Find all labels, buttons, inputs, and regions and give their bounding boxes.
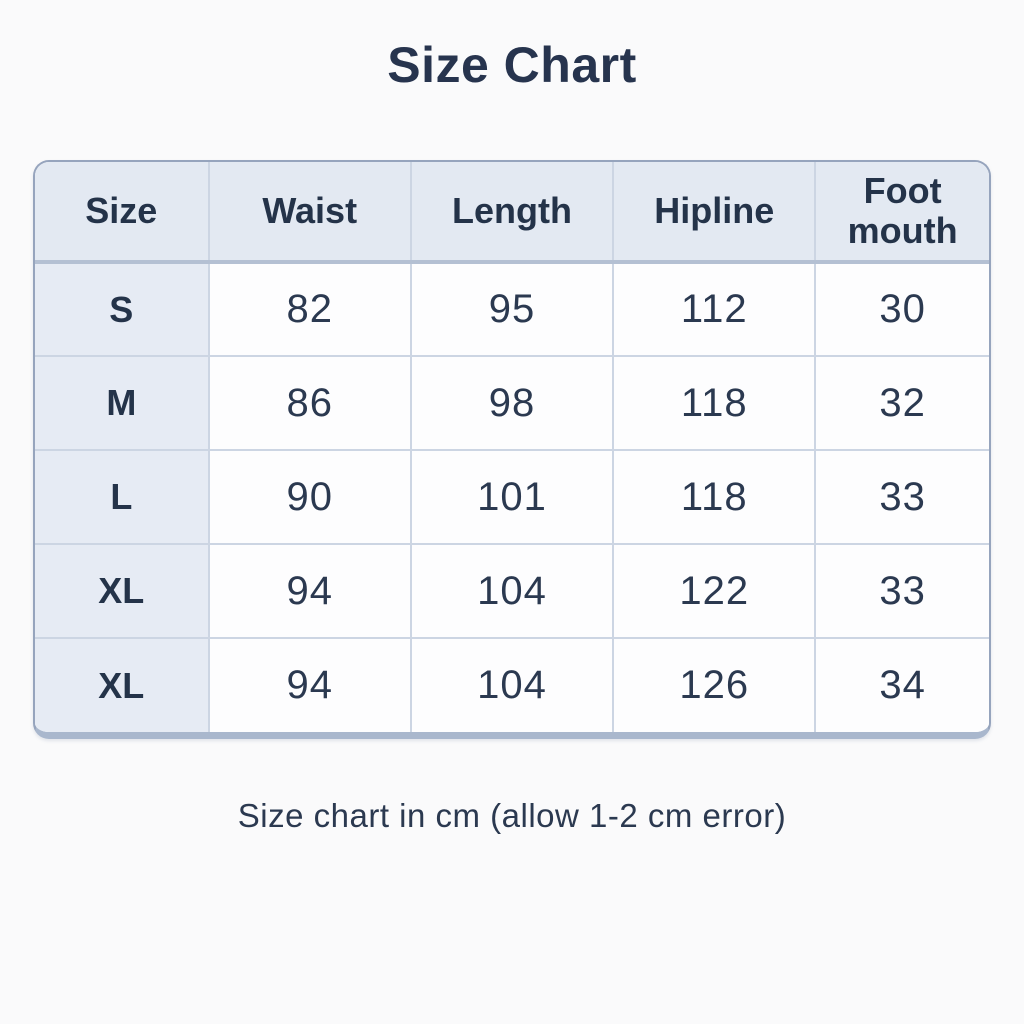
cell-s-waist: 82 [208, 262, 412, 357]
row-label-s: S [35, 262, 210, 357]
column-header-foot-mouth: Foot mouth [815, 162, 989, 264]
cell-l-hipline: 118 [613, 450, 817, 545]
column-header-waist: Waist [208, 162, 412, 264]
cell-l-foot-mouth: 33 [815, 450, 989, 545]
cell-m-length: 98 [410, 356, 615, 451]
table-row-s: S 82 95 112 30 [35, 262, 989, 357]
cell-s-length: 95 [410, 262, 615, 357]
cell-l-length: 101 [410, 450, 615, 545]
cell-xl1-foot-mouth: 33 [815, 544, 989, 639]
cell-xl2-foot-mouth: 34 [815, 638, 989, 732]
table-row-m: M 86 98 118 32 [35, 356, 989, 451]
row-label-xl-1: XL [35, 544, 210, 639]
table-row-l: L 90 101 118 33 [35, 450, 989, 545]
cell-xl1-length: 104 [410, 544, 615, 639]
column-header-hipline: Hipline [613, 162, 817, 264]
column-header-length: Length [410, 162, 615, 264]
header-row: Size Waist Length Hipline Foot mouth [35, 162, 989, 264]
page-title: Size Chart [387, 37, 637, 93]
table-row-xl-1: XL 94 104 122 33 [35, 544, 989, 639]
cell-m-foot-mouth: 32 [815, 356, 989, 451]
cell-m-hipline: 118 [613, 356, 817, 451]
cell-xl2-waist: 94 [208, 638, 412, 732]
row-label-xl-2: XL [35, 638, 210, 732]
cell-xl1-hipline: 122 [613, 544, 817, 639]
size-chart-table-container: Size Waist Length Hipline Foot mouth S 8… [33, 160, 991, 739]
size-chart-page: Size Chart Size Waist Length Hipline Foo… [33, 37, 991, 834]
cell-m-waist: 86 [208, 356, 412, 451]
table-row-xl-2: XL 94 104 126 34 [35, 638, 989, 732]
cell-s-hipline: 112 [613, 262, 817, 357]
size-chart-table: Size Waist Length Hipline Foot mouth S 8… [35, 162, 989, 732]
column-header-size: Size [35, 162, 210, 264]
cell-xl1-waist: 94 [208, 544, 412, 639]
cell-l-waist: 90 [208, 450, 412, 545]
row-label-l: L [35, 450, 210, 545]
row-label-m: M [35, 356, 210, 451]
unit-note: Size chart in cm (allow 1-2 cm error) [237, 797, 787, 834]
cell-xl2-hipline: 126 [613, 638, 817, 732]
cell-xl2-length: 104 [410, 638, 615, 732]
cell-s-foot-mouth: 30 [815, 262, 989, 357]
